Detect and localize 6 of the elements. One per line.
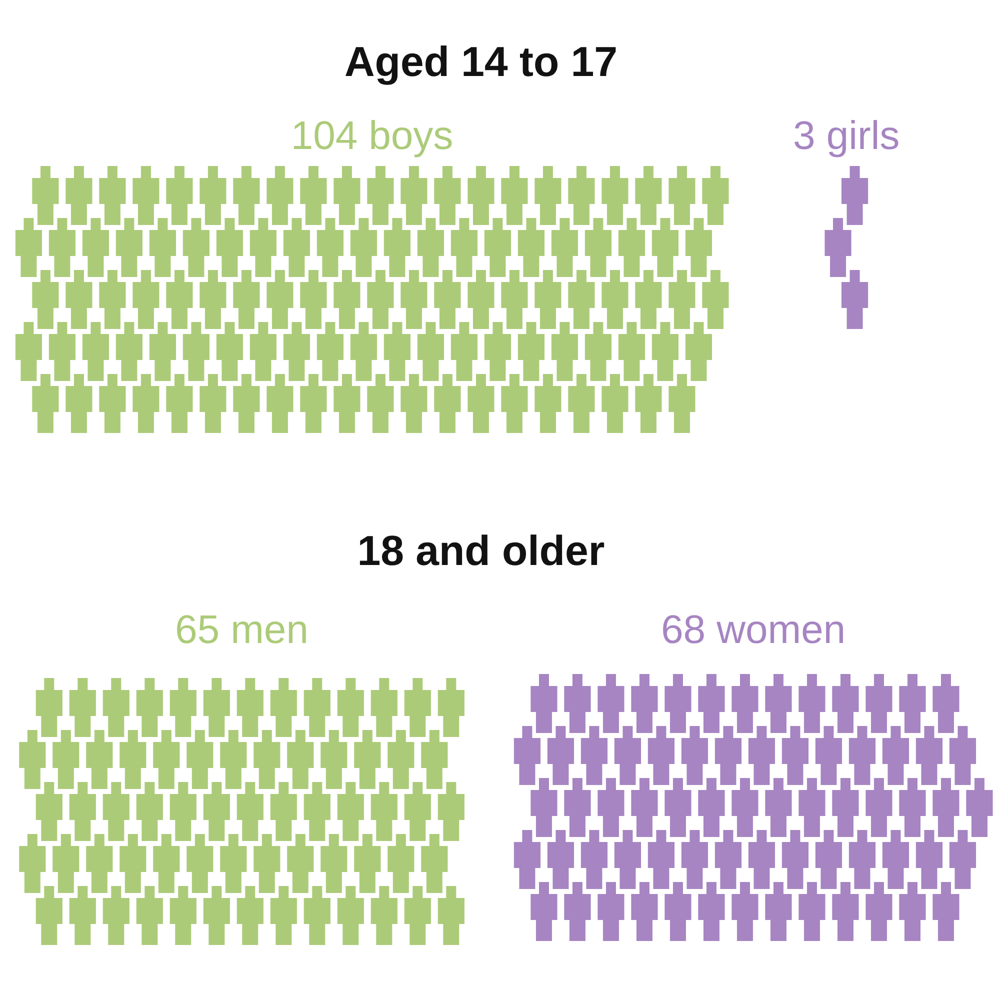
text: 18 and older [360, 534, 604, 566]
data-label: 104 boys [294, 120, 452, 158]
text: Aged 14 to 17 [346, 46, 616, 85]
data-label: 65 men [177, 615, 306, 644]
data-label: 3 girls [794, 120, 898, 158]
data-label: 68 women [663, 615, 843, 644]
